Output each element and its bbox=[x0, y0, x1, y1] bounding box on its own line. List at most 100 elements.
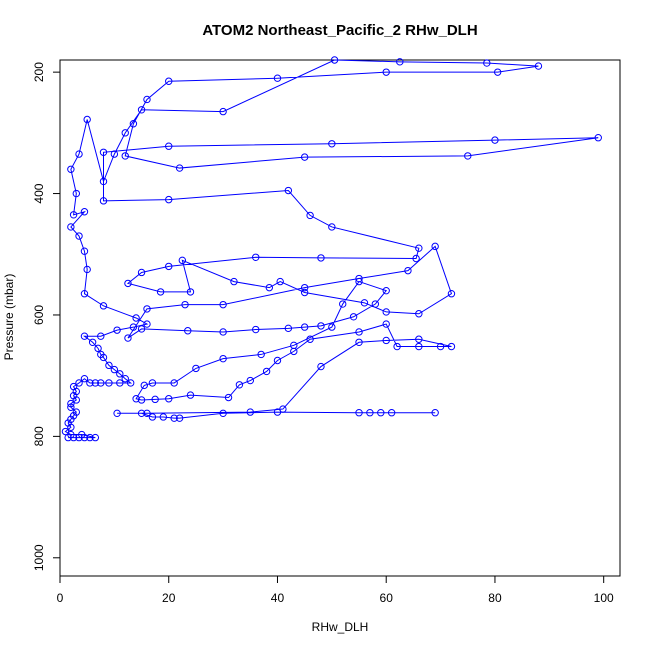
data-point bbox=[151, 395, 159, 404]
x-tick-label: 100 bbox=[594, 591, 614, 605]
x-tick-label: 80 bbox=[488, 591, 502, 605]
data-point bbox=[230, 277, 238, 286]
data-point bbox=[140, 381, 148, 390]
data-point bbox=[224, 393, 233, 402]
data-point bbox=[116, 379, 124, 387]
data-point bbox=[143, 305, 151, 313]
data-point bbox=[246, 376, 254, 385]
y-tick-label: 400 bbox=[32, 183, 46, 203]
data-point bbox=[124, 334, 132, 342]
series-line bbox=[64, 59, 599, 439]
data-point bbox=[491, 136, 499, 144]
data-point bbox=[382, 308, 390, 316]
data-point bbox=[246, 408, 254, 416]
data-point bbox=[300, 323, 309, 331]
y-tick-label: 200 bbox=[32, 62, 46, 82]
data-point bbox=[97, 332, 105, 340]
data-point bbox=[80, 208, 89, 216]
data-point bbox=[143, 95, 151, 104]
data-point bbox=[447, 342, 456, 351]
data-point bbox=[431, 242, 439, 251]
data-point bbox=[83, 115, 91, 124]
data-point bbox=[493, 68, 502, 76]
data-point bbox=[165, 142, 173, 150]
data-point bbox=[86, 379, 94, 387]
data-point bbox=[80, 375, 89, 383]
data-point bbox=[83, 265, 91, 274]
data-point bbox=[99, 302, 108, 310]
data-point bbox=[252, 325, 260, 334]
data-point bbox=[165, 77, 173, 85]
data-point bbox=[415, 335, 423, 343]
data-point bbox=[219, 300, 227, 309]
data-point bbox=[396, 58, 404, 66]
data-point bbox=[91, 379, 100, 387]
data-point bbox=[415, 244, 423, 252]
data-point bbox=[186, 391, 195, 399]
data-point bbox=[121, 129, 129, 137]
data-point bbox=[110, 150, 119, 158]
data-point bbox=[262, 367, 271, 376]
data-point bbox=[121, 375, 129, 383]
data-point bbox=[235, 381, 244, 389]
data-point bbox=[159, 413, 168, 421]
data-point bbox=[116, 370, 124, 378]
x-axis: 0 20 40 60 80 100 bbox=[57, 575, 614, 605]
data-point bbox=[273, 408, 282, 416]
data-point bbox=[483, 59, 491, 67]
data-point bbox=[67, 399, 75, 408]
data-point bbox=[382, 320, 390, 328]
data-point bbox=[447, 290, 456, 298]
data-point bbox=[75, 150, 83, 158]
data-point bbox=[415, 342, 423, 351]
data-point bbox=[404, 266, 412, 275]
data-point bbox=[328, 323, 336, 331]
data-point bbox=[132, 314, 140, 322]
data-point bbox=[464, 152, 472, 160]
data-point bbox=[88, 338, 97, 346]
data-point bbox=[355, 277, 363, 286]
data-point bbox=[219, 107, 227, 116]
data-point bbox=[219, 328, 227, 336]
data-point bbox=[415, 310, 423, 318]
data-point bbox=[148, 379, 157, 387]
data-point bbox=[86, 433, 94, 442]
data-point bbox=[393, 342, 401, 351]
data-point bbox=[366, 409, 374, 417]
x-tick-label: 40 bbox=[271, 591, 285, 605]
x-tick-label: 60 bbox=[380, 591, 394, 605]
data-point bbox=[349, 313, 358, 321]
data-point bbox=[306, 335, 314, 343]
data-point bbox=[276, 277, 284, 286]
data-point bbox=[110, 365, 119, 374]
data-point bbox=[273, 74, 282, 82]
data-point bbox=[91, 433, 100, 442]
data-point bbox=[165, 195, 173, 204]
data-point bbox=[67, 430, 75, 439]
data-point bbox=[72, 408, 81, 416]
data-point bbox=[339, 300, 347, 308]
data-point bbox=[265, 283, 274, 292]
data-point bbox=[156, 288, 165, 296]
data-point bbox=[300, 283, 309, 292]
data-point bbox=[355, 409, 363, 417]
data-point bbox=[67, 223, 75, 231]
data-point bbox=[69, 382, 78, 391]
data-point bbox=[355, 274, 363, 283]
plot-area bbox=[59, 59, 621, 577]
data-point bbox=[534, 62, 543, 70]
data-point bbox=[105, 379, 113, 387]
data-point bbox=[300, 153, 309, 161]
data-point bbox=[67, 165, 75, 173]
data-point bbox=[284, 324, 293, 333]
data-point bbox=[170, 414, 178, 422]
data-point bbox=[78, 430, 86, 439]
data-point bbox=[72, 189, 81, 198]
data-point bbox=[412, 254, 420, 263]
data-point bbox=[594, 134, 602, 142]
data-point bbox=[306, 211, 314, 220]
data-point bbox=[61, 427, 70, 436]
data-point bbox=[99, 197, 108, 205]
data-point bbox=[113, 409, 121, 418]
data-point bbox=[137, 325, 146, 333]
